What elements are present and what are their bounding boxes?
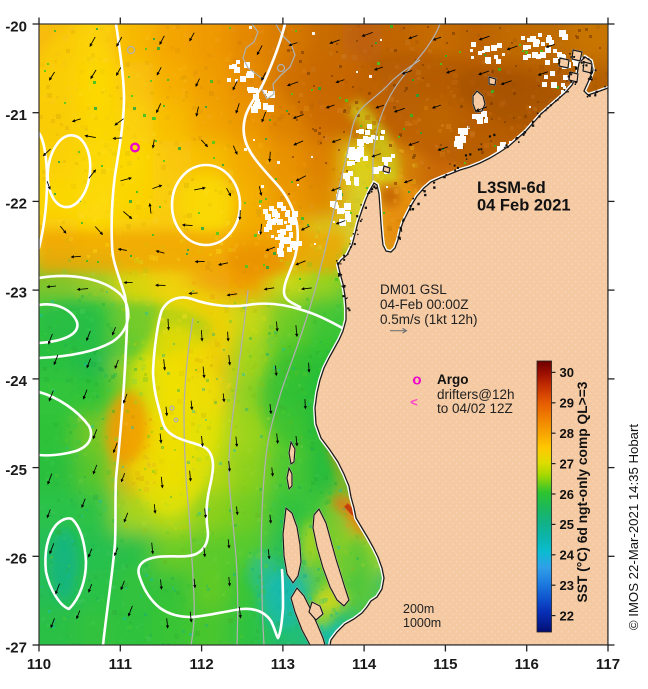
svg-text:-20: -20: [5, 18, 27, 35]
svg-text:DM01 GSL: DM01 GSL: [380, 282, 447, 297]
svg-text:0.5m/s (1kt 12h): 0.5m/s (1kt 12h): [380, 312, 478, 327]
svg-text:116: 116: [515, 656, 539, 673]
svg-text:113: 113: [271, 656, 295, 673]
svg-text:114: 114: [352, 656, 377, 673]
svg-text:29: 29: [560, 396, 574, 411]
svg-text:Argo: Argo: [437, 372, 469, 387]
svg-text:112: 112: [189, 656, 213, 673]
svg-text:o: o: [412, 372, 421, 389]
svg-text:SST (°C) 6d ngt-only comp QL>=: SST (°C) 6d ngt-only comp QL>=3: [575, 381, 590, 602]
svg-text:24: 24: [560, 548, 575, 563]
svg-text:23: 23: [560, 578, 574, 593]
svg-text:04-Feb 00:00Z: 04-Feb 00:00Z: [380, 297, 469, 312]
svg-text:27: 27: [560, 456, 574, 471]
svg-text:L3SM-6d: L3SM-6d: [477, 179, 546, 197]
svg-text:-22: -22: [5, 196, 27, 213]
svg-text:26: 26: [560, 487, 574, 502]
svg-text:22: 22: [560, 608, 574, 623]
svg-text:117: 117: [596, 656, 620, 673]
svg-text:-26: -26: [5, 551, 27, 568]
svg-text:28: 28: [560, 426, 574, 441]
svg-text:-23: -23: [5, 284, 27, 301]
svg-text:30: 30: [560, 365, 574, 380]
svg-text:drifters@12h: drifters@12h: [437, 387, 515, 402]
svg-text:115: 115: [433, 656, 457, 673]
svg-text:-27: -27: [5, 639, 27, 656]
svg-text:© IMOS 22-Mar-2021 14:35 Hobar: © IMOS 22-Mar-2021 14:35 Hobart: [626, 424, 641, 630]
svg-text:-21: -21: [5, 107, 27, 124]
svg-text:04 Feb 2021: 04 Feb 2021: [477, 196, 571, 214]
svg-text:<: <: [410, 395, 418, 410]
svg-text:111: 111: [109, 656, 132, 673]
svg-text:1000m: 1000m: [403, 616, 441, 630]
svg-text:-25: -25: [5, 462, 27, 479]
svg-text:200m: 200m: [403, 602, 434, 616]
svg-text:110: 110: [27, 656, 51, 673]
svg-text:25: 25: [560, 517, 574, 532]
svg-text:to 04/02 12Z: to 04/02 12Z: [437, 401, 513, 416]
svg-text:-24: -24: [5, 373, 27, 390]
